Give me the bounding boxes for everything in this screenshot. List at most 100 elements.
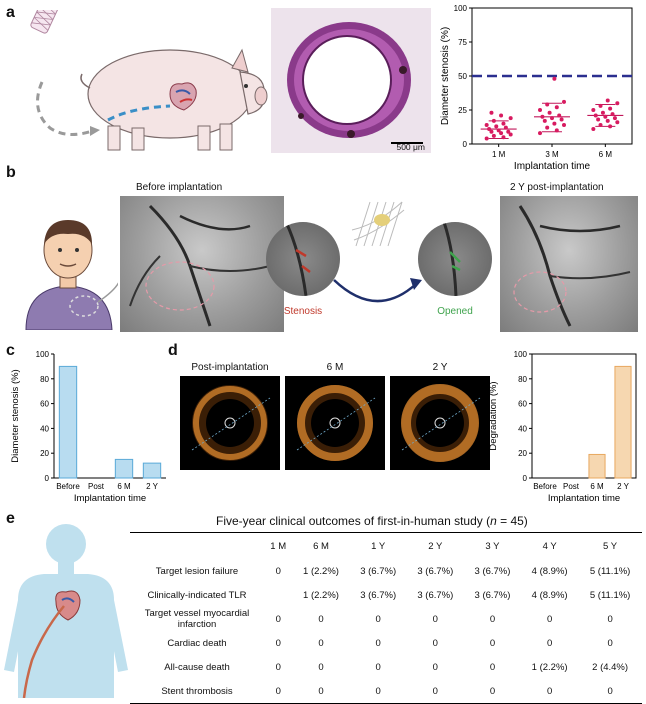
- row-label: Target lesion failure: [155, 565, 239, 577]
- data-point: [554, 105, 559, 110]
- y-tick-label: 40: [40, 424, 49, 433]
- data-point: [501, 121, 506, 126]
- table-cell: 1 (2.2%): [303, 565, 339, 577]
- x-tick-label: Before: [56, 482, 80, 491]
- y-tick-label: 100: [36, 350, 50, 359]
- table-cell: 4 (8.9%): [531, 589, 568, 601]
- data-point: [508, 132, 513, 137]
- header-cell: 6 M: [313, 540, 329, 552]
- table-cell: 0: [375, 685, 381, 697]
- table-cell: 0: [275, 565, 281, 577]
- y-tick-label: 75: [458, 38, 467, 47]
- x-tick-label: 6 M: [599, 150, 613, 159]
- x-axis-label: Implantation time: [548, 493, 620, 504]
- x-tick-label: 3 M: [545, 150, 559, 159]
- y-tick-label: 60: [518, 400, 527, 409]
- stent-icon: [30, 10, 69, 34]
- oct-image: [285, 376, 385, 470]
- plot-frame: [531, 353, 637, 479]
- panel-label-d: d: [168, 342, 178, 359]
- bar: [114, 458, 134, 479]
- stenosis-zoom: [266, 222, 340, 296]
- table-cell: 3 (6.7%): [360, 565, 397, 577]
- y-tick-label: 0: [45, 474, 50, 483]
- table-cell: 0: [275, 685, 281, 697]
- data-point: [506, 129, 511, 134]
- y-tick-label: 50: [458, 72, 467, 81]
- panel-label-a: a: [6, 4, 15, 21]
- table-cell: 1 (2.2%): [531, 661, 568, 673]
- y-tick-label: 0: [523, 474, 528, 483]
- data-point: [550, 116, 554, 121]
- table-cell: [264, 583, 292, 607]
- outcomes-table-wrapper: 1 M 6 M 1 Y 2 Y 3 Y 4 Y 5 Y Target lesion fail…: [130, 532, 642, 704]
- table-cell: 0: [607, 637, 613, 649]
- panel-a-chart: 0 25 50 75 100 1 M 3 M 6 M Implantation time Diam…: [440, 4, 633, 172]
- panel-d-chart: 0 20 40 60 80 100 Before Post 6 M 2 Y Implantation…: [488, 350, 637, 504]
- catheter-path: [36, 81, 96, 136]
- table-cell: 1 (2.2%): [303, 589, 339, 601]
- bar: [58, 365, 78, 479]
- data-point: [596, 117, 601, 122]
- table-cell: 4 (8.9%): [531, 565, 568, 577]
- data-point: [496, 128, 501, 133]
- table-cell: 0: [275, 661, 281, 673]
- x-tick-label: 2 Y: [146, 482, 159, 491]
- heart-icon: [55, 590, 81, 621]
- x-axis-label: Implantation time: [514, 161, 591, 172]
- header-cell: 1 Y: [371, 540, 386, 552]
- header-cell: 4 Y: [542, 540, 557, 552]
- scaffold-icon: [351, 201, 405, 247]
- table-cell: 0: [432, 637, 438, 649]
- before-implantation-title: Before implantation: [136, 182, 223, 193]
- table-cell: 0: [275, 613, 281, 625]
- data-point: [489, 110, 494, 115]
- table-cell: 0: [607, 685, 613, 697]
- data-point: [545, 125, 550, 130]
- data-point: [559, 117, 564, 122]
- histology-image: 500 μm: [271, 8, 431, 153]
- x-tick-label: Post: [563, 482, 580, 491]
- data-point: [557, 113, 562, 118]
- data-point: [612, 116, 617, 121]
- data-point: [598, 103, 603, 108]
- table-cell: 0: [546, 637, 553, 649]
- y-tick-label: 25: [458, 106, 467, 115]
- data-point: [608, 124, 613, 129]
- table-cell: 0: [546, 613, 553, 625]
- table-cell: 0: [375, 613, 381, 625]
- x-tick-label: Before: [533, 482, 557, 491]
- angiogram-after: [500, 196, 638, 332]
- catheter-arrow-icon: [90, 126, 100, 136]
- data-point: [547, 110, 552, 115]
- data-point: [603, 114, 608, 119]
- x-tick-label: Post: [88, 482, 105, 491]
- data-point: [545, 102, 550, 107]
- y-axis-label: Diameter stenosis (%): [10, 369, 21, 462]
- oct-image: [390, 376, 490, 470]
- scale-bar-label: 500 μm: [396, 142, 425, 152]
- data-point: [605, 118, 610, 123]
- header-cell: 5 Y: [603, 540, 618, 552]
- data-point: [615, 101, 620, 106]
- y-tick-label: 0: [463, 140, 468, 149]
- data-point: [499, 113, 504, 118]
- table-cell: 0: [318, 637, 324, 649]
- header-cell: 1 M: [270, 540, 287, 552]
- bar: [614, 365, 632, 479]
- data-point: [540, 114, 545, 119]
- header-cell-empty: [130, 533, 264, 559]
- y-tick-label: 60: [40, 400, 49, 409]
- data-point: [562, 99, 566, 104]
- panel-c-chart: 0 20 40 60 80 100 Before Post 6 M 2 YImplantation…: [10, 350, 166, 504]
- data-point: [538, 108, 542, 112]
- header-cell: 3 Y: [485, 540, 500, 552]
- x-tick-label: 1 M: [492, 150, 506, 159]
- table-cell: 0: [489, 685, 496, 697]
- data-point: [615, 120, 620, 125]
- row-label: Target vessel myocardial infarction: [144, 608, 250, 630]
- data-point: [598, 122, 603, 127]
- row-label: Cardiac death: [167, 637, 227, 649]
- y-axis-label: Diameter stenosis (%): [440, 27, 451, 125]
- data-point: [591, 108, 596, 112]
